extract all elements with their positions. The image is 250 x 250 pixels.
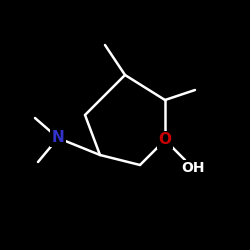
Text: OH: OH: [181, 161, 205, 175]
Text: O: O: [158, 132, 172, 148]
Text: N: N: [52, 130, 64, 146]
